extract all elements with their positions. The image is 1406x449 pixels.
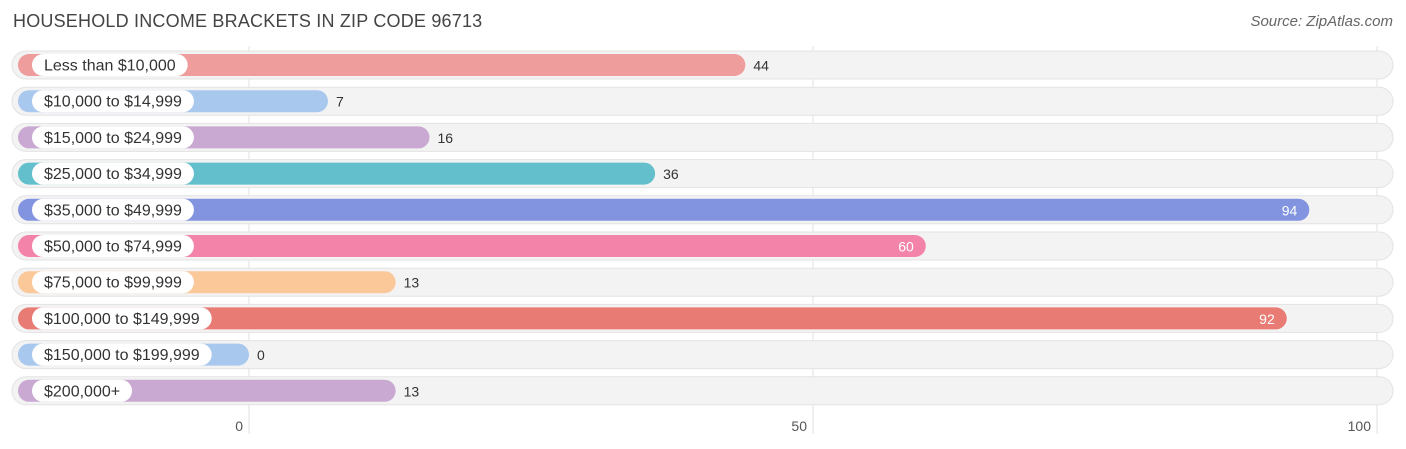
tick-label: 0: [235, 418, 243, 434]
category-label: $10,000 to $14,999: [44, 94, 182, 111]
bar: [18, 307, 1287, 330]
category-label-group: $25,000 to $34,999: [32, 162, 194, 185]
tick-label: 50: [791, 418, 807, 434]
category-label: $100,000 to $149,999: [44, 311, 200, 328]
value-label: 13: [404, 383, 420, 399]
category-label-pill: [32, 126, 194, 149]
category-label-pill: [32, 198, 194, 221]
bar: [18, 198, 1310, 221]
category-label-group: Less than $10,000: [32, 54, 188, 76]
category-label-group: $75,000 to $99,999: [32, 271, 194, 294]
category-label-group: $100,000 to $149,999: [32, 307, 212, 330]
category-label-pill: [32, 271, 194, 294]
source-label: Source: ZipAtlas.com: [1250, 13, 1393, 30]
category-label: $50,000 to $74,999: [44, 239, 182, 256]
category-label-pill: [32, 90, 194, 113]
value-label: 0: [257, 347, 265, 363]
category-label: $75,000 to $99,999: [44, 275, 182, 292]
category-label: $200,000+: [44, 383, 120, 400]
category-label-group: $50,000 to $74,999: [32, 235, 194, 257]
category-label: $25,000 to $34,999: [44, 166, 182, 183]
category-label: $15,000 to $24,999: [44, 130, 182, 147]
category-label: Less than $10,000: [44, 58, 176, 75]
bar: [18, 235, 926, 257]
value-label: 92: [1259, 311, 1275, 327]
category-label-group: $15,000 to $24,999: [32, 126, 194, 149]
category-label: $150,000 to $199,999: [44, 347, 200, 364]
category-label-group: $10,000 to $14,999: [32, 90, 194, 113]
value-label: 94: [1282, 202, 1298, 218]
value-label: 36: [663, 166, 679, 182]
category-label-pill: [32, 162, 194, 185]
value-label: 44: [753, 58, 769, 74]
category-label-group: $150,000 to $199,999: [32, 343, 212, 366]
value-label: 60: [898, 239, 914, 255]
category-label-pill: [32, 379, 133, 402]
bar-track: [11, 86, 1394, 116]
value-label: 16: [437, 130, 453, 146]
value-label: 7: [336, 94, 344, 110]
chart-title: HOUSEHOLD INCOME BRACKETS IN ZIP CODE 96…: [13, 11, 483, 31]
category-label: $35,000 to $49,999: [44, 202, 182, 219]
value-label: 13: [404, 275, 420, 291]
bar: [18, 54, 746, 76]
category-label-pill: [32, 235, 194, 257]
tick-label: 100: [1348, 418, 1372, 434]
category-label-pill: [32, 307, 212, 330]
category-label-group: $35,000 to $49,999: [32, 198, 194, 221]
category-label-group: $200,000+: [32, 379, 133, 402]
category-label-pill: [32, 343, 212, 366]
category-label-pill: [32, 54, 188, 76]
bar-track: [11, 340, 1394, 370]
